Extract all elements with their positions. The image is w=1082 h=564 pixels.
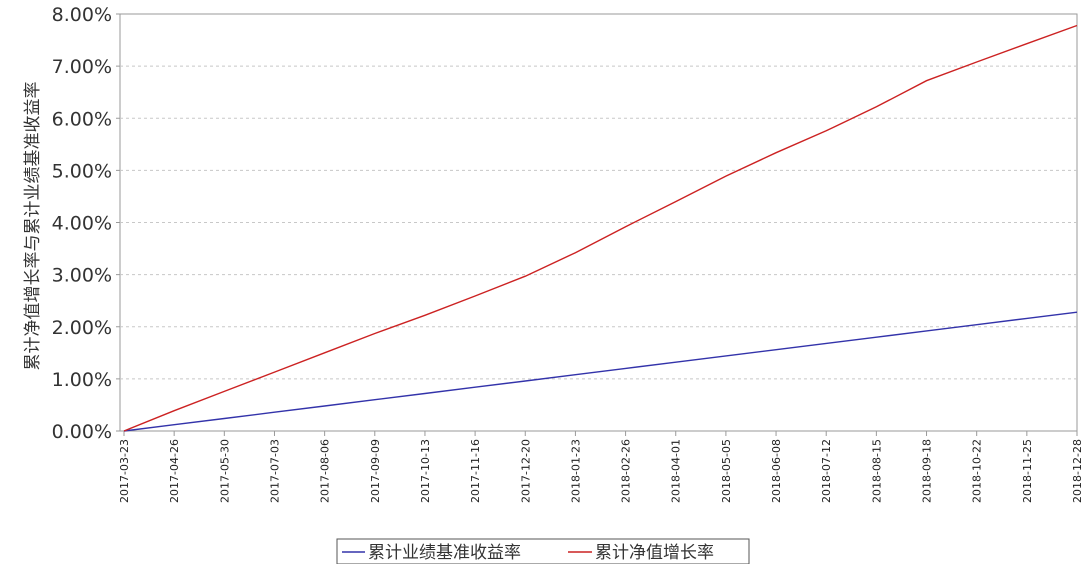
x-tick-label: 2018-05-05 bbox=[720, 439, 733, 503]
x-tick-label: 2017-09-09 bbox=[369, 439, 382, 503]
x-tick-label: 2018-09-18 bbox=[921, 439, 934, 503]
x-tick-label: 2018-01-23 bbox=[569, 439, 582, 503]
x-tick-label: 2018-06-08 bbox=[770, 439, 783, 503]
legend-box bbox=[336, 538, 750, 564]
legend-label-nav: 累计净值增长率 bbox=[595, 543, 714, 563]
x-tick-label: 2018-04-01 bbox=[670, 439, 683, 503]
x-tick-label: 2018-12-28 bbox=[1071, 439, 1082, 503]
y-tick-label: 6.00% bbox=[52, 108, 112, 130]
y-tick-label: 1.00% bbox=[52, 369, 112, 391]
plot-area bbox=[119, 13, 1078, 432]
series-line-nav bbox=[123, 24, 1078, 432]
x-axis-ticks: 2017-03-23 2017-04-26 2017-05-30 2017-07-03… bbox=[118, 431, 1082, 503]
legend-label-benchmark: 累计业绩基准收益率 bbox=[368, 543, 521, 563]
y-tick-label: 5.00% bbox=[52, 160, 112, 182]
legend: 累计业绩基准收益率 累计净值增长率 bbox=[336, 538, 750, 564]
x-tick-label: 2017-11-16 bbox=[469, 439, 482, 503]
x-tick-label: 2017-07-03 bbox=[268, 439, 281, 503]
y-tick-label: 3.00% bbox=[52, 265, 112, 287]
x-tick-label: 2017-04-26 bbox=[168, 439, 181, 503]
x-tick-label: 2018-08-15 bbox=[870, 439, 883, 503]
y-tick-label: 0.00% bbox=[52, 421, 112, 443]
x-tick-label: 2017-08-06 bbox=[319, 439, 332, 503]
series-line-benchmark bbox=[123, 311, 1078, 432]
y-tick-label: 7.00% bbox=[52, 56, 112, 78]
x-tick-label: 2017-12-20 bbox=[519, 439, 532, 503]
x-tick-label: 2018-07-12 bbox=[820, 439, 833, 503]
x-tick-label: 2017-10-13 bbox=[419, 439, 432, 503]
series-lines bbox=[123, 24, 1078, 432]
y-tick-label: 8.00% bbox=[52, 4, 112, 26]
y-axis-ticks: 0.00% 1.00% 2.00% 3.00% 4.00% 5.00% 6.00% 7.00%… bbox=[52, 4, 120, 443]
y-tick-label: 2.00% bbox=[52, 317, 112, 339]
x-tick-label: 2018-10-22 bbox=[971, 439, 984, 503]
x-tick-label: 2018-11-25 bbox=[1021, 439, 1034, 503]
x-tick-label: 2017-05-30 bbox=[218, 439, 231, 503]
y-axis-label: 累计净值增长率与累计业绩基准收益率 bbox=[23, 82, 43, 371]
x-tick-label: 2018-02-26 bbox=[620, 439, 633, 503]
x-tick-label: 2017-03-23 bbox=[118, 439, 131, 503]
y-tick-label: 4.00% bbox=[52, 213, 112, 235]
